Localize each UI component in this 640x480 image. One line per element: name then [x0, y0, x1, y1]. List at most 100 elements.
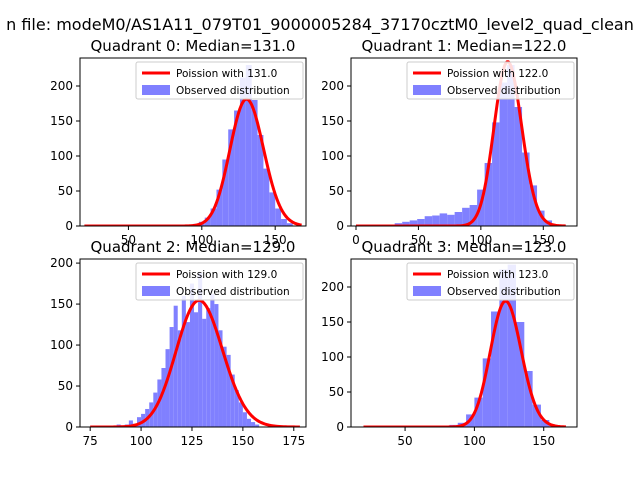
histogram-bar [263, 168, 270, 226]
histogram-bar [194, 312, 199, 427]
y-tick-label: 100 [50, 338, 73, 352]
poisson-curve [363, 299, 567, 427]
legend: Poission with 131.0 Observed distribution [135, 61, 304, 100]
histogram-bar [165, 349, 170, 427]
panel-title: Quadrant 0: Median=131.0 [91, 37, 296, 55]
histogram-bar [245, 65, 252, 226]
histogram-bar [257, 135, 264, 226]
quadrant-3-panel: 50 100 150 0 50 100 150 200 Quadrant 3: Median=1… [321, 238, 578, 448]
x-tick-label: 75 [83, 434, 98, 448]
histogram-bar [226, 354, 231, 427]
y-tick-label: 50 [329, 385, 344, 399]
histogram-bar [515, 322, 525, 427]
y-tick-label: 200 [50, 79, 73, 93]
histogram-bar [537, 210, 545, 226]
histogram-bar [161, 368, 166, 427]
histogram-bar [417, 219, 425, 226]
histogram-bar [529, 185, 538, 226]
y-tick-label: 150 [321, 315, 344, 329]
x-tick-label: 50 [411, 233, 426, 247]
panel-title: Quadrant 2: Median=129.0 [91, 238, 296, 256]
axes-frame [79, 258, 307, 428]
histogram-bar [491, 311, 500, 427]
y-tick-label: 0 [336, 420, 344, 434]
y-tick-label: 0 [336, 219, 344, 233]
histogram-bar [439, 213, 448, 226]
histogram-bar [424, 216, 433, 226]
histogram-bar [255, 424, 260, 427]
histogram-bar [185, 322, 190, 427]
histogram-bar [462, 207, 470, 226]
legend-line-label: Poission with 131.0 [176, 68, 277, 80]
y-tick-label: 50 [329, 184, 344, 198]
histogram-bar [482, 358, 492, 427]
x-tick-label: 150 [532, 233, 555, 247]
histogram-bar [469, 205, 478, 226]
histogram-bar [230, 374, 235, 427]
y-tick-label: 50 [58, 184, 73, 198]
x-tick-label: 100 [463, 434, 486, 448]
histogram-bar [169, 327, 174, 427]
x-tick-label: 50 [121, 233, 136, 247]
histogram-bar [128, 420, 133, 427]
histogram-bar [522, 152, 530, 226]
quadrant-2-panel: 75 100 125 150 175 0 50 100 150 200 Quadrant 2: Me… [50, 238, 307, 448]
histogram-bar [532, 404, 541, 427]
histogram-bar [202, 318, 207, 427]
histogram-bar [234, 110, 240, 226]
histogram-bar [206, 308, 211, 427]
x-tick-label: 0 [352, 233, 360, 247]
histogram-bar [234, 390, 239, 427]
histogram-bar [251, 422, 256, 427]
axes-frame [350, 57, 578, 227]
y-tick-label: 200 [321, 280, 344, 294]
legend-box [135, 61, 304, 100]
legend-line-label: Poission with 123.0 [447, 269, 548, 281]
histogram-bar [177, 330, 182, 427]
legend: Poission with 129.0 Observed distribution [135, 262, 304, 301]
y-tick-label: 100 [50, 149, 73, 163]
y-tick-label: 0 [65, 219, 73, 233]
histogram-bar [402, 221, 410, 226]
histogram-bar [242, 412, 247, 427]
legend-bar-label: Observed distribution [447, 286, 561, 298]
histogram-bar [228, 129, 235, 226]
histogram-bar [454, 212, 463, 226]
histogram-bar [222, 346, 227, 427]
histogram-bar [173, 305, 178, 427]
legend-box [406, 262, 575, 301]
legend-bar-label: Observed distribution [447, 85, 561, 97]
panel-title: Quadrant 3: Median=123.0 [362, 238, 567, 256]
x-tick-label: 125 [181, 434, 204, 448]
y-tick-label: 150 [50, 114, 73, 128]
histogram-bar [474, 397, 483, 427]
histogram-bar [218, 330, 223, 427]
histogram-bar [210, 208, 217, 226]
axes-frame [350, 258, 578, 428]
histogram-bar [238, 402, 243, 427]
legend-bar-swatch [142, 286, 170, 296]
legend-line-label: Poission with 122.0 [447, 68, 548, 80]
legend-line-label: Poission with 129.0 [176, 269, 277, 281]
x-tick-label: 50 [397, 434, 412, 448]
histogram-bar [524, 371, 533, 427]
histogram-bar [246, 418, 252, 427]
axes-frame [79, 57, 307, 227]
x-tick-label: 100 [190, 233, 213, 247]
y-tick-label: 150 [321, 114, 344, 128]
y-tick-label: 150 [50, 297, 73, 311]
x-tick-label: 100 [469, 233, 492, 247]
legend-bar-label: Observed distribution [176, 85, 290, 97]
legend-box [406, 61, 575, 100]
histogram-bar [492, 122, 500, 226]
x-tick-label: 150 [231, 434, 254, 448]
histogram-bar [214, 304, 219, 427]
histogram-bar [269, 192, 276, 226]
histogram-bar [251, 100, 258, 226]
histogram-bar [198, 272, 203, 427]
x-tick-label: 150 [532, 434, 555, 448]
histogram-bar [181, 295, 186, 427]
y-tick-label: 50 [58, 379, 73, 393]
histogram-bar [507, 264, 516, 427]
